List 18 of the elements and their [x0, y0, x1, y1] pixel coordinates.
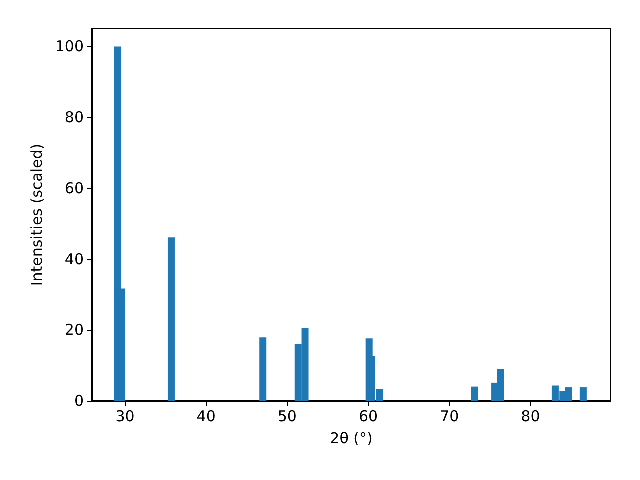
x-tick-label: 80 [521, 408, 540, 426]
y-tick-label: 80 [64, 108, 84, 127]
y-tick-label: 40 [64, 250, 84, 268]
bar [471, 386, 478, 401]
y-axis-title: Intensities (scaled) [28, 144, 46, 286]
bar [260, 338, 267, 401]
x-tick-label: 70 [440, 408, 460, 426]
x-tick-label: 50 [278, 408, 297, 426]
x-tick-label: 60 [358, 408, 378, 426]
x-axis-title: 2θ (°) [330, 430, 373, 448]
y-tick-label: 60 [64, 179, 84, 198]
x-tick-label: 30 [116, 408, 135, 426]
x-tick-label: 40 [196, 408, 216, 426]
y-tick-label: 100 [55, 38, 84, 56]
y-tick-label: 0 [74, 392, 84, 410]
bar [168, 238, 175, 401]
bar [580, 388, 587, 401]
y-tick-label: 20 [64, 321, 84, 340]
